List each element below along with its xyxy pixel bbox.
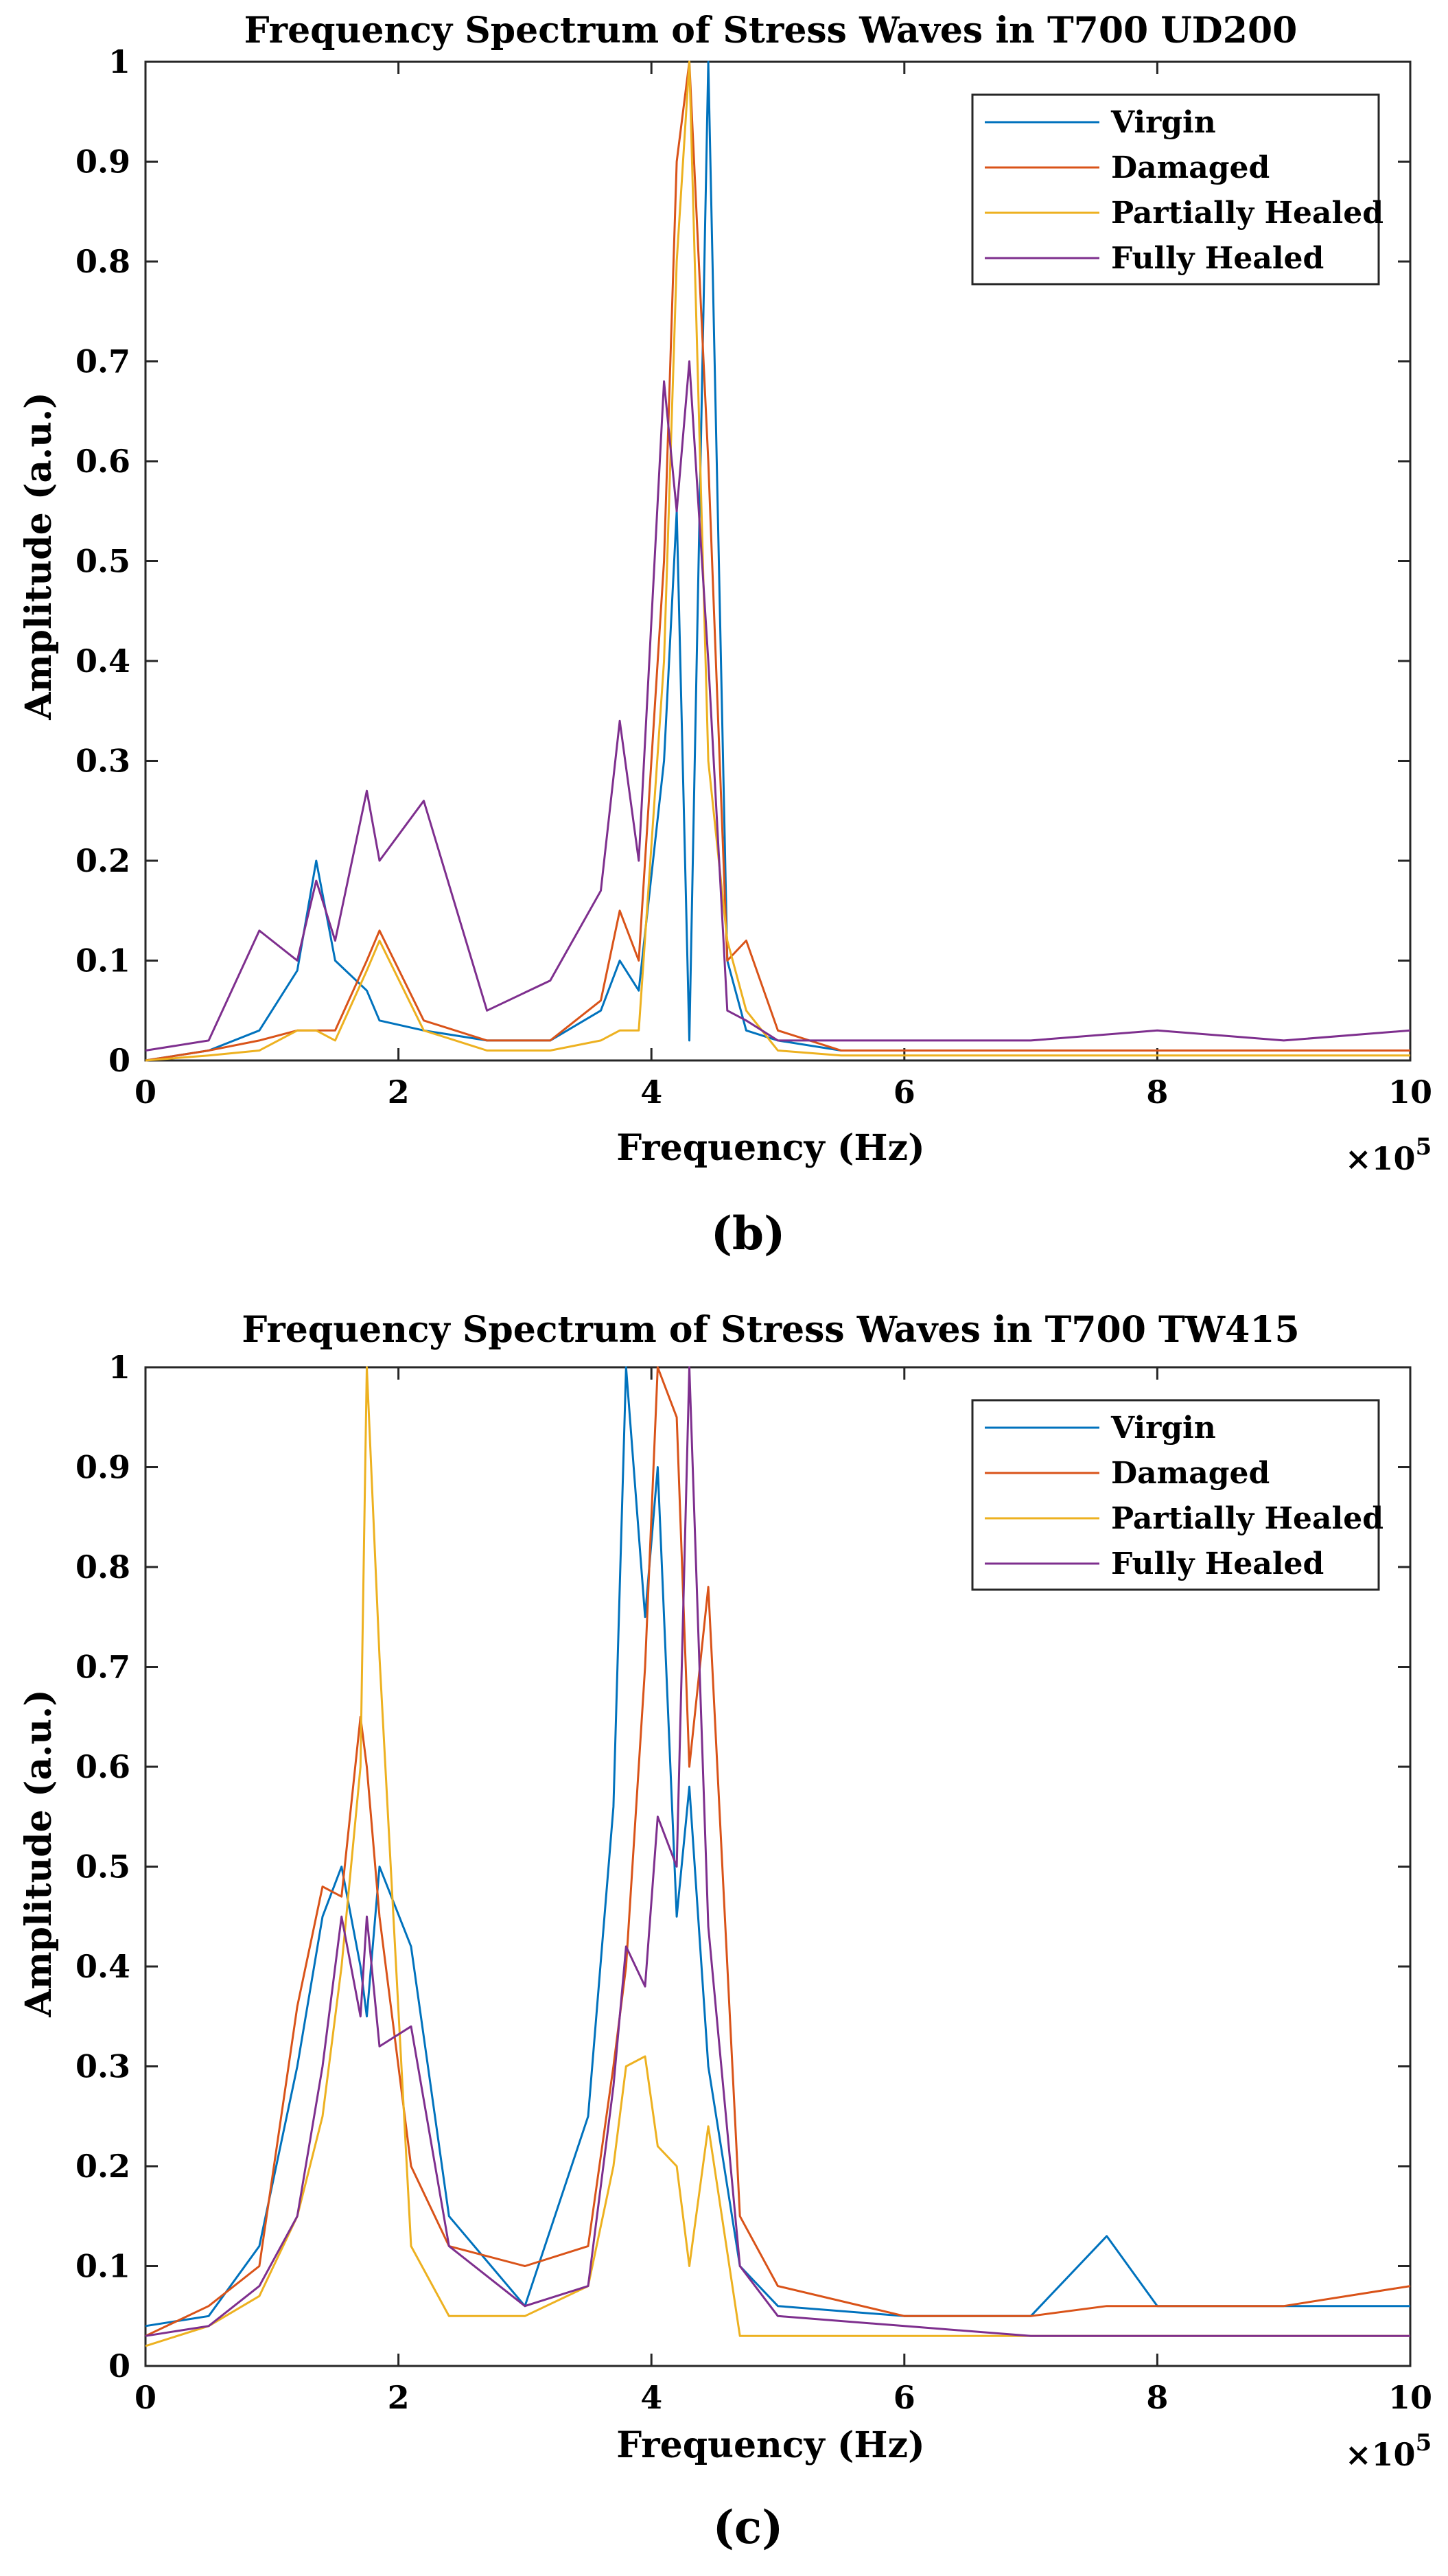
y-tick-label: 0.5	[75, 1848, 130, 1885]
series-line-partially-healed	[145, 1366, 1410, 2347]
legend-entry: Virgin	[1110, 1411, 1216, 1446]
y-tick-label: 0.5	[75, 543, 130, 580]
x-exponent-power-c: 5	[1416, 2429, 1432, 2457]
legend-box	[971, 1399, 1380, 1591]
y-tick-label: 0.6	[75, 443, 130, 480]
x-exponent-base-b: ×10	[1345, 1140, 1416, 1177]
legend-entry: Virgin	[1110, 105, 1216, 140]
legend-box	[971, 93, 1380, 286]
y-tick-label: 0.9	[75, 143, 130, 181]
legend-entry: Damaged	[1111, 1456, 1270, 1491]
y-tick-label: 0.2	[75, 842, 130, 879]
x-axis-label-c: Frequency (Hz)	[616, 2424, 924, 2466]
x-tick-label: 4	[640, 1074, 662, 1111]
y-tick-label: 1	[108, 1349, 130, 1386]
x-tick-label: 2	[388, 2379, 410, 2416]
series-line-fully-healed	[145, 1366, 1410, 2337]
legend-entry: Fully Healed	[1111, 241, 1324, 276]
y-tick-label: 0.9	[75, 1449, 130, 1486]
series-line-fully-healed	[145, 360, 1411, 1052]
y-tick-label: 0.7	[75, 1649, 130, 1686]
x-tick-label: 0	[135, 2379, 156, 2416]
y-tick-label: 0.7	[75, 343, 130, 380]
legend: Virgin Damaged Partially Healed Fully Heale…	[971, 93, 1383, 286]
y-tick-label: 0	[108, 1042, 130, 1079]
chart-panel-c: Frequency Spectrum of Stress Waves in T7…	[18, 1309, 1432, 2554]
y-tick-label: 0.2	[75, 2148, 130, 2185]
x-tick-label: 2	[388, 1074, 410, 1111]
x-exponent-power-b: 5	[1416, 1133, 1432, 1161]
y-tick-label: 0.1	[75, 942, 130, 979]
y-tick-label: 0.8	[75, 1548, 130, 1586]
y-axis-label-c: Amplitude (a.u.)	[18, 1689, 60, 2018]
y-axis-label-b: Amplitude (a.u.)	[18, 392, 60, 721]
x-tick-label: 0	[135, 1074, 156, 1111]
chart-title-c: Frequency Spectrum of Stress Waves in T7…	[242, 1309, 1299, 1351]
y-tick-label: 0.6	[75, 1748, 130, 1785]
legend-entry: Partially Healed	[1111, 1501, 1383, 1536]
panel-label-c: (c)	[713, 2500, 784, 2554]
x-exponent-label-b: ×105	[1345, 1133, 1432, 1177]
x-exponent-base-c: ×10	[1345, 2436, 1416, 2473]
x-tick-label: 6	[894, 2379, 915, 2416]
legend-entry: Partially Healed	[1111, 196, 1383, 231]
y-tick-label: 1	[108, 43, 130, 80]
chart-panel-b: Frequency Spectrum of Stress Waves in T7…	[18, 10, 1432, 1260]
x-exponent-label-c: ×105	[1345, 2429, 1432, 2473]
legend: Virgin Damaged Partially Healed Fully Heale…	[971, 1399, 1383, 1591]
x-tick-label: 10	[1388, 1074, 1432, 1111]
x-tick-label: 4	[640, 2379, 662, 2416]
x-axis-label-b: Frequency (Hz)	[616, 1127, 924, 1169]
x-tick-label: 10	[1388, 2379, 1432, 2416]
chart-title-b: Frequency Spectrum of Stress Waves in T7…	[244, 10, 1298, 51]
legend-entry: Fully Healed	[1111, 1546, 1324, 1581]
plot-area-b: 00.10.20.30.40.50.60.70.80.910 2 4 6 8 10Virg…	[75, 43, 1432, 1111]
legend-entry: Damaged	[1111, 150, 1270, 185]
x-tick-label: 8	[1146, 2379, 1168, 2416]
panel-label-b: (b)	[711, 1207, 786, 1260]
series-line-damaged	[145, 60, 1410, 1062]
y-tick-label: 0.1	[75, 2248, 130, 2285]
y-tick-label: 0.4	[75, 1948, 130, 1985]
x-tick-label: 8	[1146, 1074, 1168, 1111]
y-tick-label: 0.8	[75, 243, 130, 280]
y-tick-label: 0.3	[75, 2048, 130, 2085]
y-tick-label: 0.4	[75, 642, 130, 680]
series-line-partially-healed	[145, 60, 1410, 1062]
y-tick-label: 0	[108, 2347, 130, 2384]
x-tick-label: 6	[894, 1074, 915, 1111]
plot-area-c: 00.10.20.30.40.50.60.70.80.910 2 4 6 8 10Virg…	[75, 1349, 1432, 2416]
y-tick-label: 0.3	[75, 743, 130, 780]
